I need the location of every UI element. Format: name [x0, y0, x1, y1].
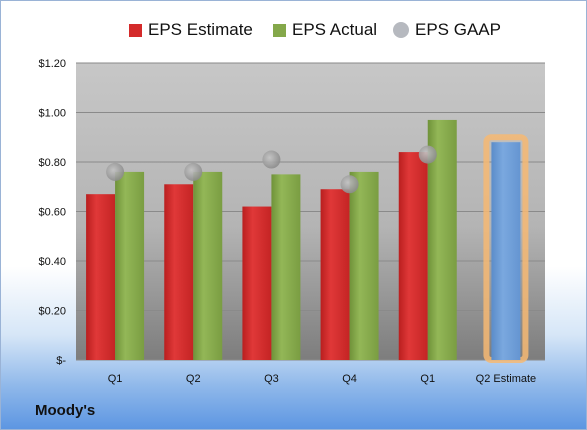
brand-label: Moody's: [35, 402, 96, 419]
bar-eps-estimate: [320, 189, 350, 360]
marker-eps-gaap: [184, 162, 203, 181]
bar-eps-estimate: [164, 184, 194, 360]
bar-eps-estimate: [398, 152, 428, 360]
y-axis-ticks: $- $0.20 $0.40 $0.60 $0.80 $1.00 $1.20: [38, 58, 66, 367]
legend-label-eps-actual: EPS Actual: [292, 20, 378, 39]
x-tick-label: Q1: [420, 373, 435, 385]
x-tick-label: Q1: [108, 373, 123, 385]
bar-eps-actual: [193, 171, 223, 360]
x-tick-label: Q4: [342, 373, 357, 385]
legend: EPS Estimate EPS Actual EPS GAAP: [1, 15, 586, 45]
legend-swatch-eps-gaap: [393, 22, 409, 38]
x-tick-label: Q3: [264, 373, 279, 385]
legend-item-eps-estimate: EPS Estimate: [129, 15, 253, 45]
bar-eps-estimate: [86, 194, 116, 360]
gaap-markers: [106, 145, 437, 194]
legend-swatch-eps-estimate: [129, 23, 142, 37]
bar-eps-actual: [349, 171, 379, 360]
x-tick-label: Q2: [186, 373, 201, 385]
y-tick-label: $0.40: [38, 256, 66, 268]
y-tick-label: $-: [56, 355, 66, 367]
legend-item-eps-gaap: EPS GAAP: [393, 15, 501, 45]
y-tick-label: $0.80: [38, 157, 66, 169]
legend-label-eps-gaap: EPS GAAP: [415, 20, 501, 39]
marker-eps-gaap: [262, 150, 281, 169]
x-axis-ticks: Q1 Q2 Q3 Q4 Q1 Q2 Estimate: [108, 373, 536, 385]
bars: [86, 119, 529, 363]
y-tick-label: $1.20: [38, 58, 66, 70]
marker-eps-gaap: [106, 162, 125, 181]
bar-eps-actual: [115, 171, 145, 360]
legend-item-eps-actual: EPS Actual: [273, 15, 377, 45]
bar-q2-estimate: [491, 142, 521, 360]
y-tick-label: $1.00: [38, 108, 66, 120]
bar-eps-estimate: [242, 206, 272, 360]
marker-eps-gaap: [418, 145, 437, 164]
y-tick-label: $0.60: [38, 207, 66, 219]
bar-eps-actual: [271, 174, 301, 360]
y-tick-label: $0.20: [38, 306, 66, 318]
marker-eps-gaap: [340, 175, 359, 194]
x-tick-label: Q2 Estimate: [476, 373, 537, 385]
legend-swatch-eps-actual: [273, 23, 286, 37]
legend-label-eps-estimate: EPS Estimate: [148, 20, 253, 39]
gridlines: [76, 62, 545, 361]
